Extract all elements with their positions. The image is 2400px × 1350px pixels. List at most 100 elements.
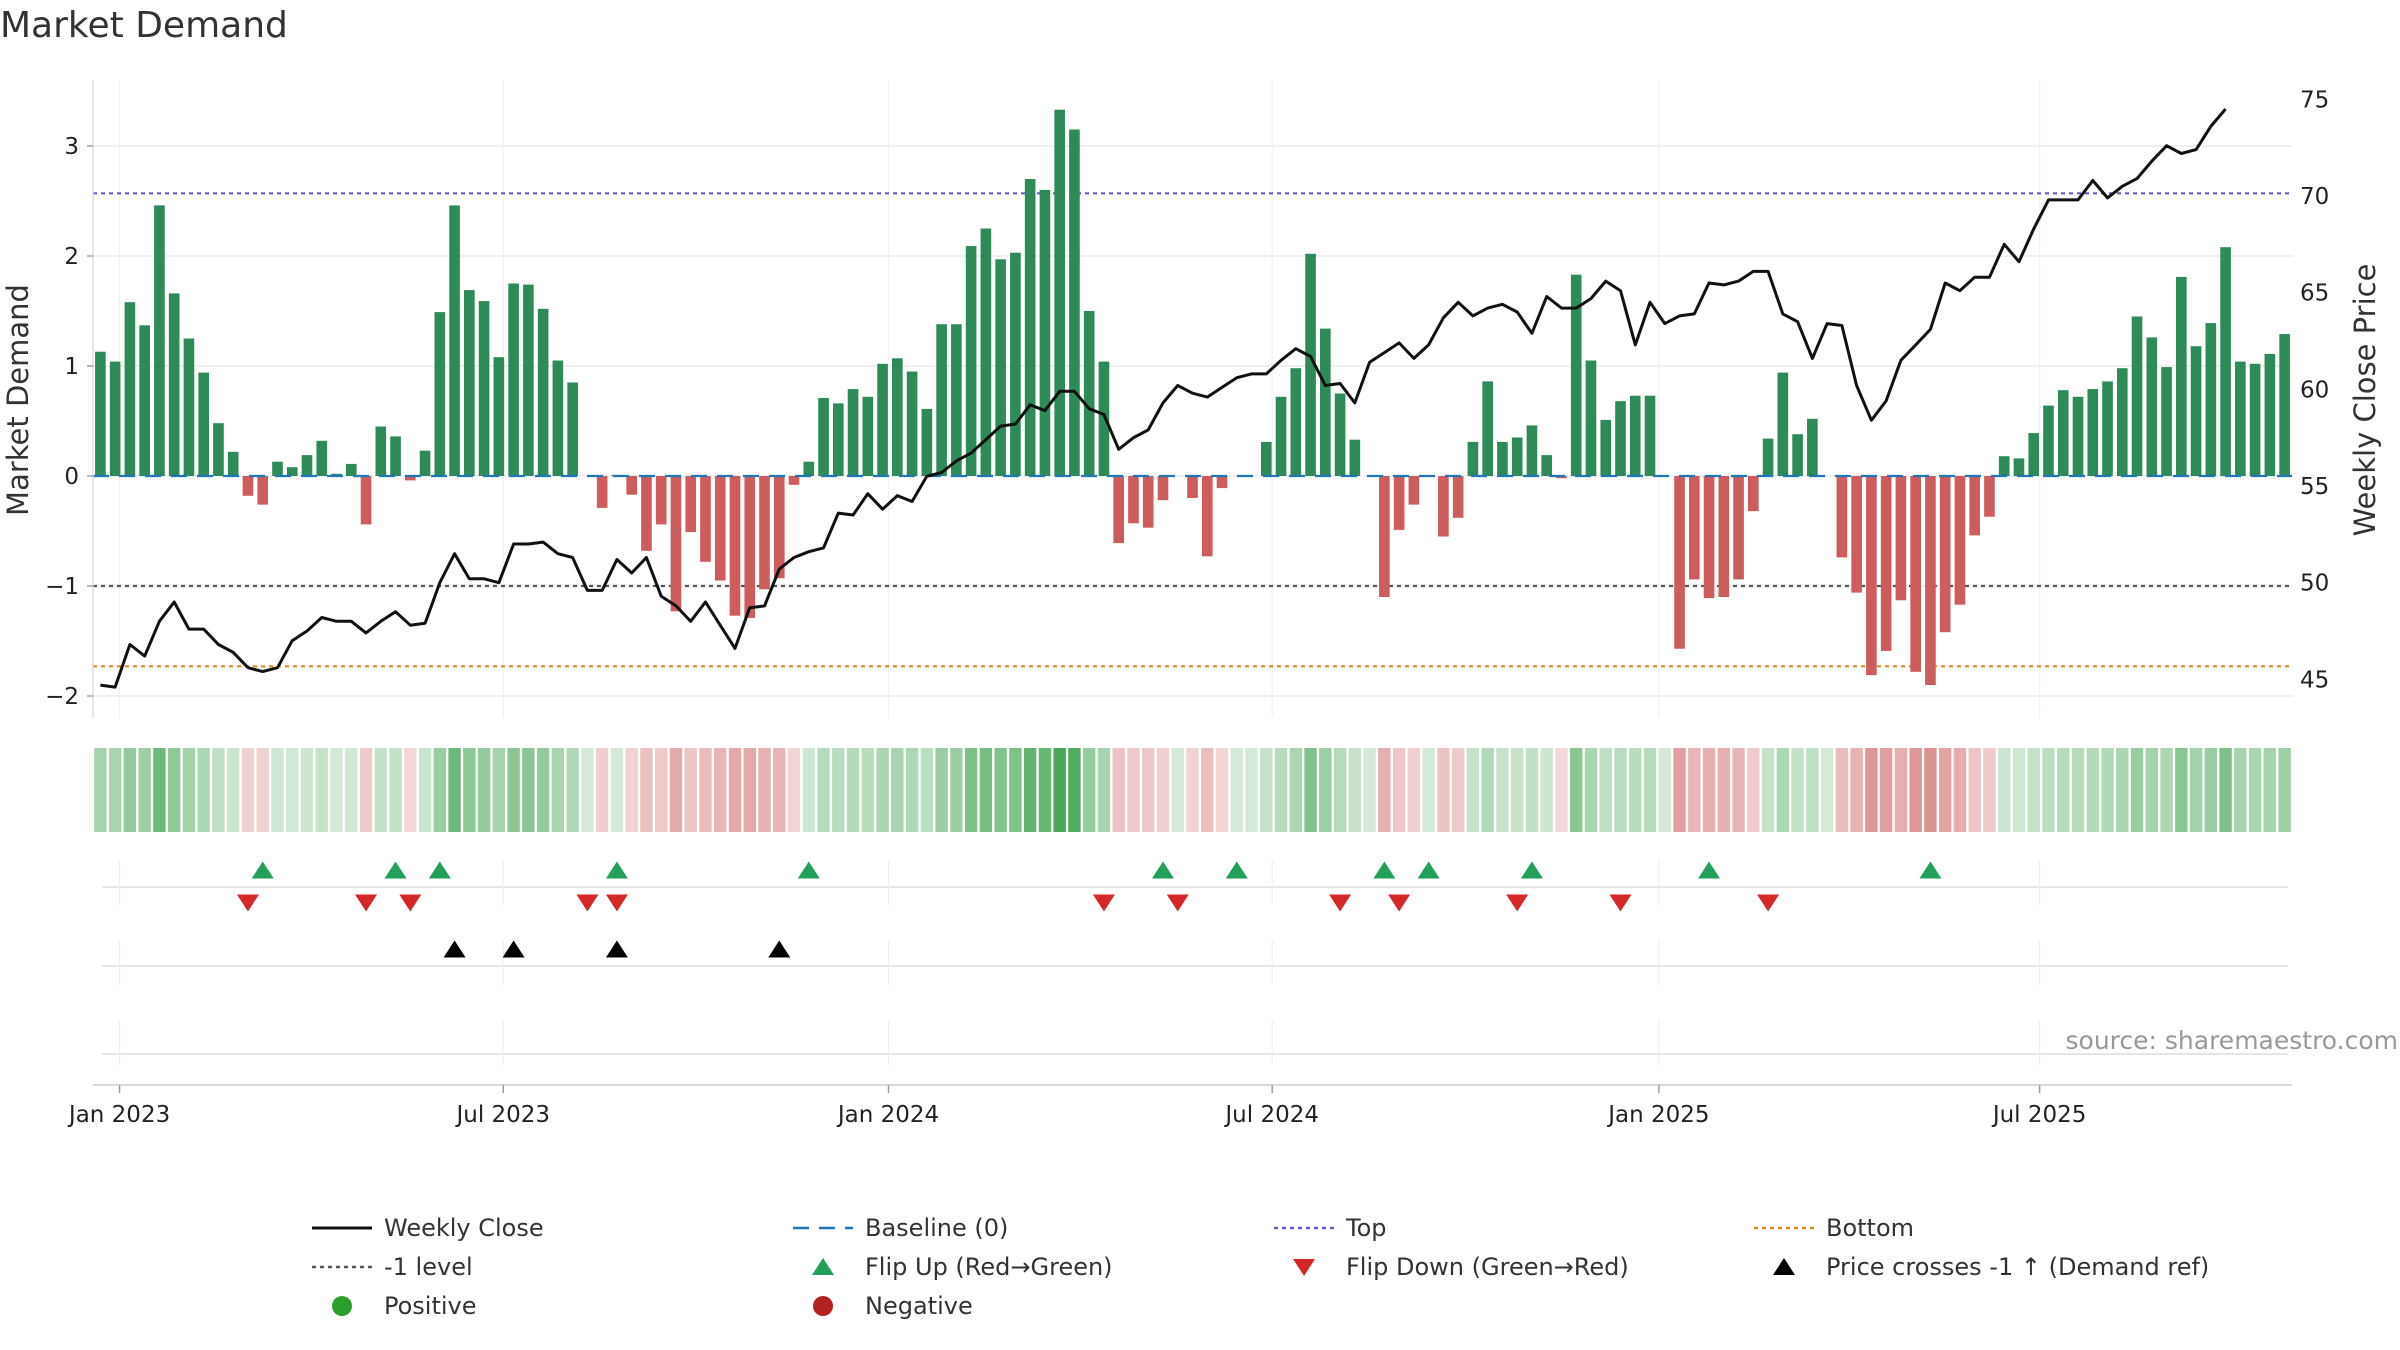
flip-down-marker [1388,894,1411,912]
y-tick-label: −1 [45,574,79,600]
strip-cell [359,748,373,832]
demand-bar [773,476,785,579]
strip-cell [1820,748,1834,832]
demand-bar [419,450,431,476]
strip-cell [802,748,815,832]
demand-bar [714,476,726,581]
strip-cell [832,748,845,832]
strip-cell [1363,748,1376,832]
demand-bar [227,451,239,476]
demand-bar [316,440,328,476]
demand-bar [2013,458,2025,476]
demand-bar [345,463,357,476]
strip-cell [1938,748,1952,832]
strip-cell [1009,748,1022,832]
demand-bar [1393,476,1405,530]
demand-bar [2028,433,2040,476]
legend-item: Flip Down (Green→Red) [1293,1253,1629,1281]
strip-cell [2175,748,2188,832]
demand-bar [434,312,446,476]
strip-cell [1230,748,1243,832]
y2-tick-label: 45 [2300,667,2329,693]
strip-cell [1894,748,1908,832]
y2-tick-label: 50 [2300,571,2329,597]
strip-cell [345,748,358,832]
demand-bar [198,372,210,476]
demand-bar [1644,395,1656,476]
strip-cell [2263,748,2277,832]
strip-cell [994,748,1007,832]
legend-item: Positive [332,1292,477,1320]
y-tick-label: 3 [64,134,79,160]
demand-bar [478,301,490,476]
legend-item: Flip Up (Red→Green) [812,1253,1113,1281]
strip-cell [1791,748,1804,832]
strip-cell [1481,748,1494,832]
strip-cell [1201,748,1214,832]
demand-bar [641,476,652,551]
demand-bar [1290,368,1302,476]
strip-cell [2219,748,2232,832]
demand-bar [729,476,741,616]
demand-bar [877,363,888,476]
demand-bar [2161,367,2172,476]
strip-cell [684,748,697,832]
flip-up-marker [797,861,820,879]
demand-bar [1083,311,1095,476]
flip-down-marker [605,894,628,912]
demand-bar [1497,441,1508,476]
strip-cell [1998,748,2011,832]
demand-bar [1703,476,1715,599]
demand-bar [1128,476,1139,524]
strip-cell [1717,748,1731,832]
strip-cell [522,748,535,832]
strip-cell [227,748,240,832]
flip-down-marker [1329,894,1352,912]
strip-cell [1466,748,1480,832]
demand-bar [109,361,121,476]
strip-cell [625,748,638,832]
strip-cell [167,748,181,832]
demand-bar [1762,438,1774,476]
strip-cell [1496,748,1509,832]
strip-cell [1909,748,1922,832]
flip-down-marker [1757,894,1780,912]
demand-bar [1024,179,1036,476]
strip-cell [2160,748,2173,832]
demand-bar [360,476,372,525]
strip-cell [433,748,447,832]
strip-cell [1097,748,1111,832]
demand-bar [1511,437,1523,476]
legend-label: Flip Down (Green→Red) [1346,1253,1629,1281]
strip-cell [1156,748,1170,832]
legend-label: Bottom [1826,1214,1914,1242]
y-tick-label: −2 [45,684,79,710]
strip-cell [2086,748,2099,832]
strip-cell [1968,748,1981,832]
demand-bar [1925,476,1936,685]
demand-bar [995,259,1006,476]
strip-cell [1053,748,1066,832]
legend-item: Negative [813,1292,973,1320]
strip-cell [1348,748,1362,832]
demand-bar [404,476,416,481]
demand-bar [1615,401,1626,476]
demand-bar [2087,389,2099,476]
strip-cell [2101,748,2114,832]
flip-up-marker [1919,861,1942,879]
y2-tick-label: 65 [2300,281,2329,307]
strip-cell [1112,748,1125,832]
strip-cell [330,748,343,832]
demand-bar [1216,476,1228,489]
demand-bar [1998,456,2010,476]
demand-bar [906,371,918,476]
demand-bars [93,109,2292,685]
strip-cell [1319,748,1332,832]
legend-label: Negative [865,1292,973,1320]
demand-bar [685,476,697,533]
demand-bar [2131,316,2143,476]
price-cross-marker [502,940,525,958]
demand-bar [951,324,962,476]
strip-cell [1540,748,1553,832]
